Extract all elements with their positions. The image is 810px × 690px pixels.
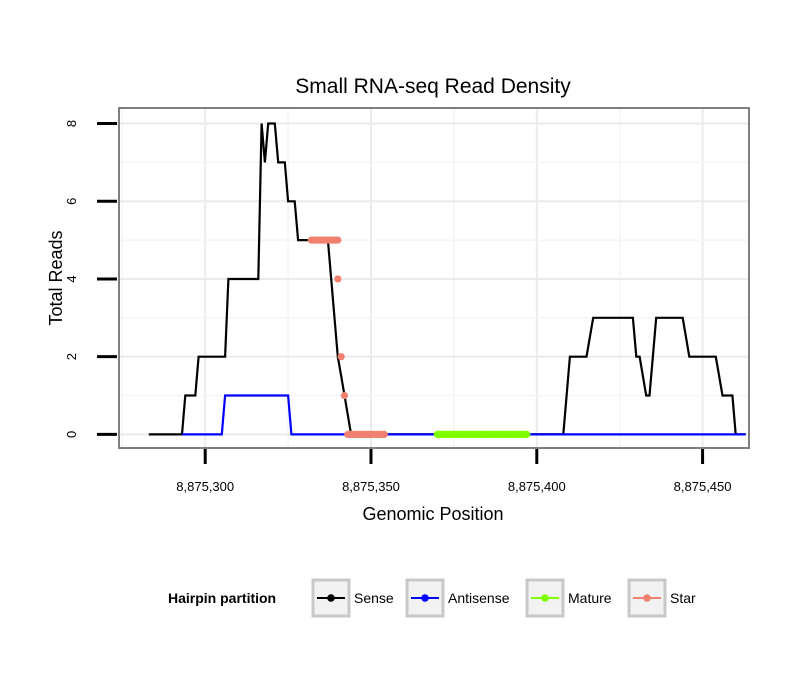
series-layer [148,122,746,438]
legend-item-antisense: Antisense [405,578,510,618]
x-tick-label: 8,875,350 [342,479,400,494]
star-series-point [334,236,342,244]
y-tick-label: 6 [64,198,79,205]
legend-label: Sense [354,590,394,606]
star-series-point [340,391,349,400]
x-axis: 8,875,300 8,875,350 8,875,400 8,875,450 [176,449,732,494]
y-axis-title: Total Reads [46,230,66,325]
sense-series-line [148,122,746,436]
star-series-point [337,353,345,361]
legend-label: Mature [568,590,612,606]
x-tick-label: 8,875,300 [176,479,234,494]
star-series-point [334,275,342,283]
grid-lines [119,108,749,448]
legend-key-point [327,594,335,602]
legend: Hairpin partition Sense Antisense Mature St… [168,578,696,618]
mature-series-point [523,430,531,438]
x-axis-title: Genomic Position [362,504,503,524]
chart-title: Small RNA-seq Read Density [295,75,571,98]
antisense-series-line [182,394,746,436]
plot-border [118,107,750,449]
y-tick-label: 8 [64,120,79,127]
y-axis: 0 2 4 6 8 [64,120,117,438]
plot-area [118,107,750,449]
legend-key-point [541,594,549,602]
legend-item-sense: Sense [311,578,394,618]
y-tick-label: 2 [64,353,79,360]
legend-label: Antisense [448,590,510,606]
legend-title: Hairpin partition [168,590,276,606]
star-series [344,430,388,438]
star-series [307,236,342,244]
legend-key-point [643,594,651,602]
star-series-point [380,430,388,438]
x-tick-label: 8,875,450 [674,479,732,494]
mature-series [433,430,531,438]
y-tick-label: 0 [64,431,79,438]
y-tick-label: 4 [64,275,79,282]
legend-label: Star [670,590,696,606]
legend-item-star: Star [627,578,696,618]
legend-key-point [421,594,429,602]
legend-item-mature: Mature [525,578,612,618]
legend-items: Sense Antisense Mature Star [311,578,696,618]
x-tick-label: 8,875,400 [508,479,566,494]
